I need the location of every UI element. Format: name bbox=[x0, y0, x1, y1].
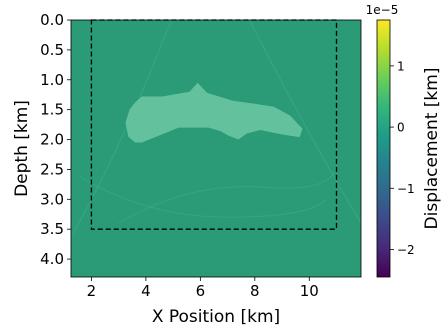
y-tick-label: 3.0 bbox=[40, 190, 64, 208]
plot-frame bbox=[70, 19, 362, 278]
y-tick-label: 3.5 bbox=[40, 220, 64, 238]
wavefield-texture bbox=[71, 20, 361, 236]
y-tick-label: 0.0 bbox=[40, 11, 64, 29]
colorbar-ticks: −2 −1 0 1 bbox=[390, 59, 415, 257]
wavefront-texture-2 bbox=[248, 20, 361, 224]
colorbar-tick-label: 1 bbox=[397, 59, 405, 73]
colorbar: −2 −1 0 1 1e−5 Displacement [km] bbox=[366, 3, 441, 278]
colorbar-scale-label: 1e−5 bbox=[366, 3, 399, 17]
colorbar-tick-label: −1 bbox=[397, 182, 415, 196]
wavefront-texture-4 bbox=[77, 174, 327, 218]
plot-area bbox=[70, 19, 362, 278]
colorbar-gradient bbox=[376, 19, 391, 278]
y-tick-label: 2.5 bbox=[40, 160, 64, 178]
y-tick-label: 1.0 bbox=[40, 71, 64, 89]
x-tick-label: 8 bbox=[250, 282, 260, 300]
y-tick-label: 0.5 bbox=[40, 41, 64, 59]
x-tick-label: 4 bbox=[141, 282, 151, 300]
wavefront-texture-1 bbox=[71, 20, 185, 236]
y-axis-ticks: 0.0 0.5 1.0 1.5 2.0 2.5 3.0 3.5 4.0 bbox=[40, 11, 71, 268]
x-tick-label: 10 bbox=[300, 282, 319, 300]
y-tick-label: 4.0 bbox=[40, 250, 64, 268]
salt-body bbox=[125, 82, 303, 143]
x-tick-label: 6 bbox=[196, 282, 206, 300]
colorbar-tick-label: −2 bbox=[397, 243, 415, 257]
wavefront-texture-3 bbox=[118, 157, 338, 224]
y-axis-label: Depth [km] bbox=[12, 100, 32, 197]
y-tick-label: 1.5 bbox=[40, 101, 64, 119]
x-axis-label: X Position [km] bbox=[152, 307, 280, 327]
colorbar-tick-label: 0 bbox=[397, 121, 405, 135]
x-axis-ticks: 2 4 6 8 10 bbox=[87, 277, 319, 300]
x-tick-label: 2 bbox=[87, 282, 97, 300]
plot-background bbox=[71, 20, 361, 277]
colorbar-label: Displacement [km] bbox=[422, 68, 441, 230]
y-tick-label: 2.0 bbox=[40, 131, 64, 149]
